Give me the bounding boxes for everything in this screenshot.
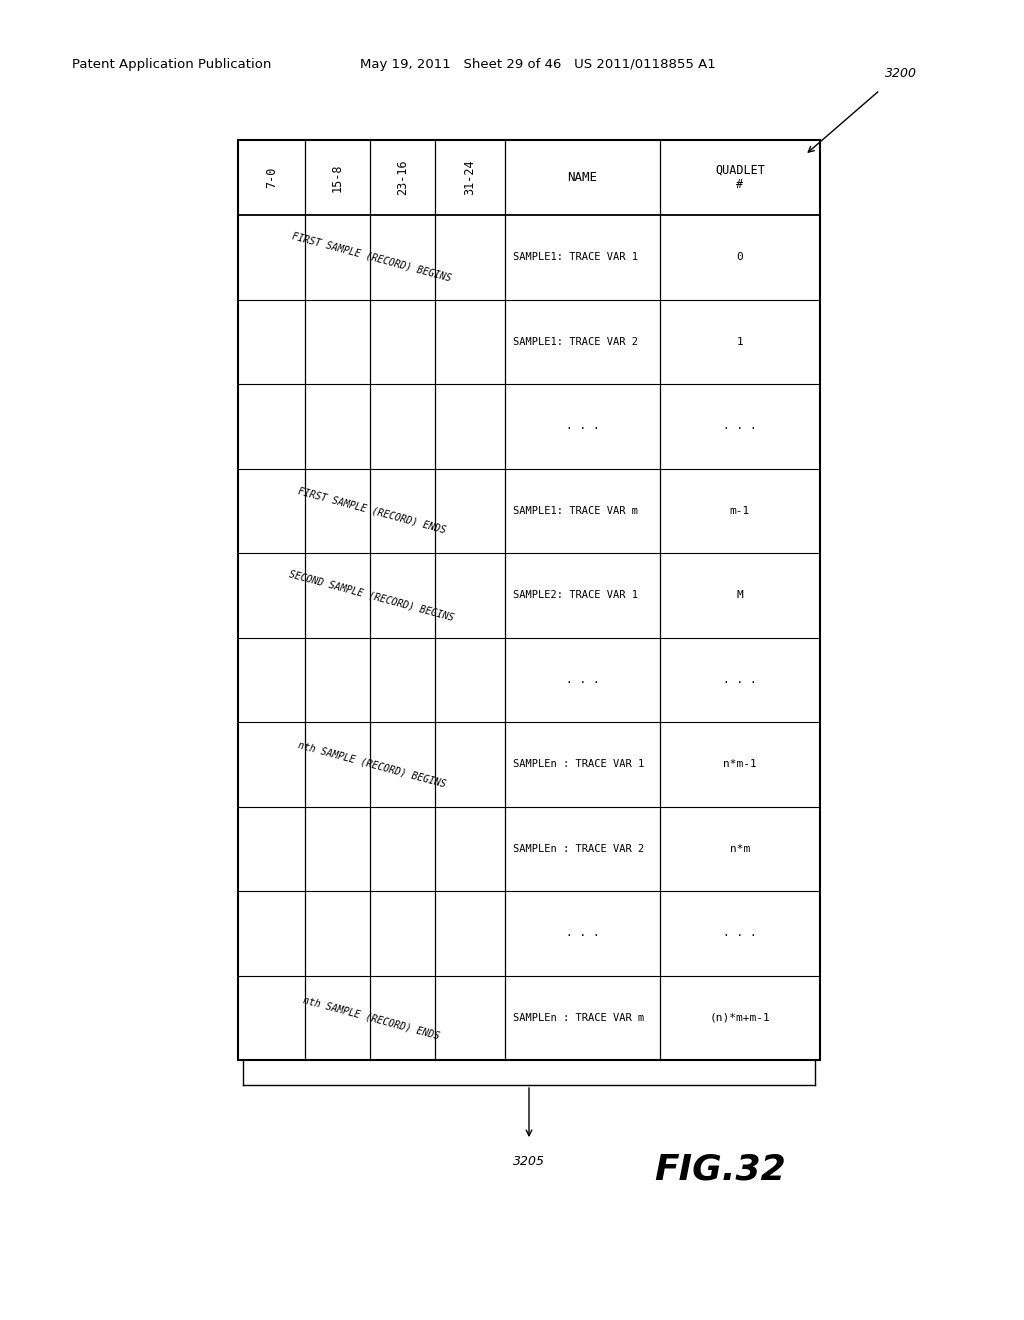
Text: SECOND SAMPLE (RECORD) BEGINS: SECOND SAMPLE (RECORD) BEGINS	[288, 569, 455, 622]
Text: . . .: . . .	[723, 928, 757, 939]
Text: NAME: NAME	[567, 172, 597, 183]
Text: FIRST SAMPLE (RECORD) BEGINS: FIRST SAMPLE (RECORD) BEGINS	[291, 231, 453, 284]
Text: SAMPLE1: TRACE VAR 2: SAMPLE1: TRACE VAR 2	[513, 337, 638, 347]
Text: 1: 1	[736, 337, 743, 347]
Text: 15-8: 15-8	[331, 164, 344, 191]
Text: May 19, 2011   Sheet 29 of 46   US 2011/0118855 A1: May 19, 2011 Sheet 29 of 46 US 2011/0118…	[360, 58, 716, 71]
Text: . . .: . . .	[565, 421, 599, 432]
Text: . . .: . . .	[723, 675, 757, 685]
Text: n*m: n*m	[730, 843, 751, 854]
Text: SAMPLEn : TRACE VAR m: SAMPLEn : TRACE VAR m	[513, 1012, 644, 1023]
Text: (n)*m+m-1: (n)*m+m-1	[710, 1012, 770, 1023]
Text: SAMPLEn : TRACE VAR 1: SAMPLEn : TRACE VAR 1	[513, 759, 644, 770]
Text: 23-16: 23-16	[396, 160, 409, 195]
Text: FIRST SAMPLE (RECORD) ENDS: FIRST SAMPLE (RECORD) ENDS	[296, 486, 446, 536]
Text: nth SAMPLE (RECORD) ENDS: nth SAMPLE (RECORD) ENDS	[302, 995, 441, 1041]
Text: n*m-1: n*m-1	[723, 759, 757, 770]
Text: 0: 0	[736, 252, 743, 263]
Text: M: M	[736, 590, 743, 601]
Text: . . .: . . .	[723, 421, 757, 432]
Text: 3200: 3200	[885, 67, 918, 81]
Text: 31-24: 31-24	[464, 160, 476, 195]
Text: 3205: 3205	[513, 1155, 545, 1168]
Text: QUADLET
#: QUADLET #	[715, 164, 765, 191]
Text: Patent Application Publication: Patent Application Publication	[72, 58, 271, 71]
Text: SAMPLEn : TRACE VAR 2: SAMPLEn : TRACE VAR 2	[513, 843, 644, 854]
Bar	[238, 140, 820, 1060]
Text: nth SAMPLE (RECORD) BEGINS: nth SAMPLE (RECORD) BEGINS	[296, 739, 446, 789]
Text: . . .: . . .	[565, 928, 599, 939]
Text: m-1: m-1	[730, 506, 751, 516]
Text: SAMPLE1: TRACE VAR m: SAMPLE1: TRACE VAR m	[513, 506, 638, 516]
Text: 7-0: 7-0	[265, 166, 278, 189]
Text: SAMPLE2: TRACE VAR 1: SAMPLE2: TRACE VAR 1	[513, 590, 638, 601]
Text: FIG.32: FIG.32	[654, 1152, 785, 1187]
Text: SAMPLE1: TRACE VAR 1: SAMPLE1: TRACE VAR 1	[513, 252, 638, 263]
Text: . . .: . . .	[565, 675, 599, 685]
